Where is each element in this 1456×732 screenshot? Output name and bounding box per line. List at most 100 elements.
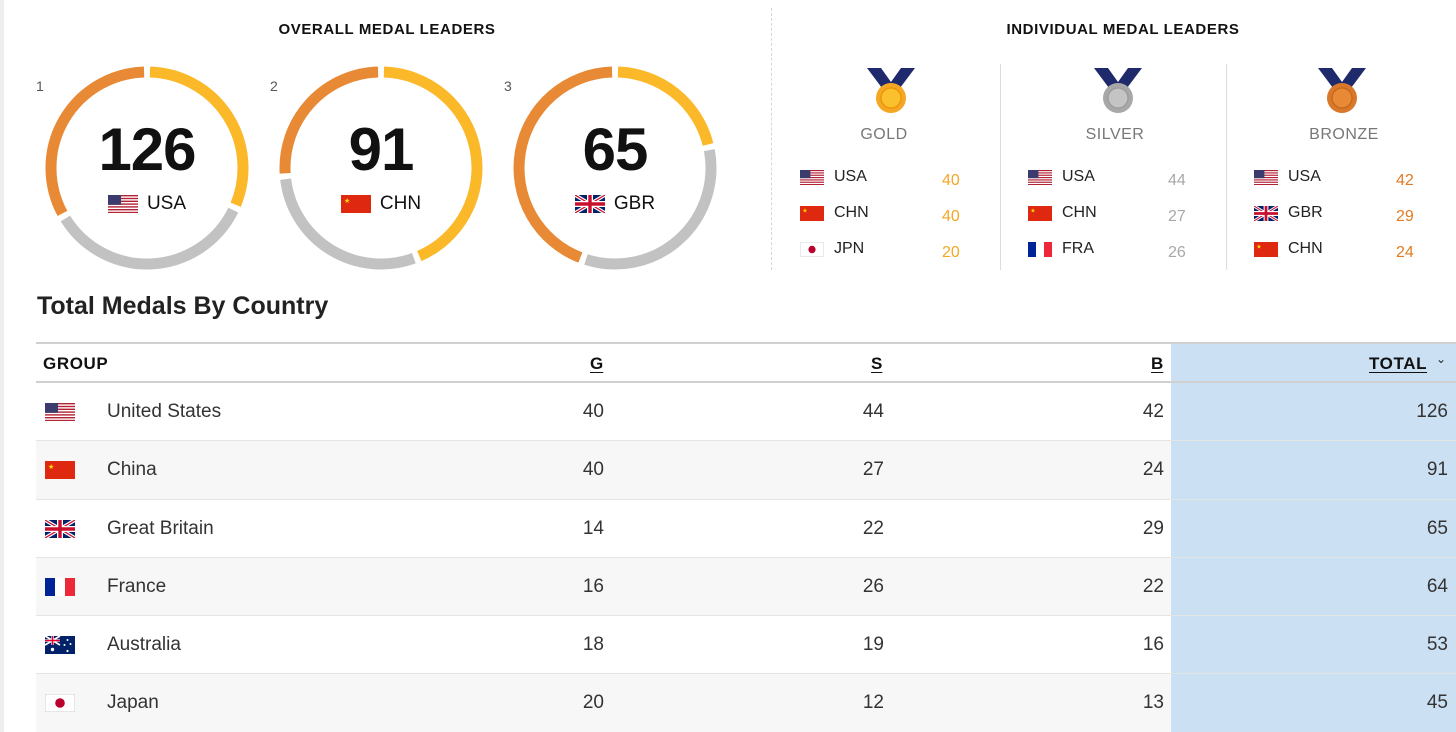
ring-segment-gold [149,66,249,207]
country-code: CHN [834,204,869,221]
leader-card-gbr[interactable]: 3 65 GBR [504,60,724,275]
total-cell: 64 [1426,575,1448,597]
country-name: China [107,459,157,481]
total-cell-bg [1171,674,1456,732]
svg-text:★: ★ [1256,243,1261,250]
medal-leader-row[interactable]: ★ CHN [800,202,869,224]
country-code: CHN [1062,204,1097,221]
usa-flag-icon [107,195,138,213]
leader-card-usa[interactable]: 1 126 USA [36,60,256,275]
medal-count: 29 [1396,208,1414,225]
country-code: USA [1062,168,1095,185]
total-cell-bg [1171,441,1456,499]
table-row[interactable]: United States 40 44 42 126 [36,383,1456,442]
country-name: France [107,575,167,597]
gold-column-header[interactable]: G [590,354,604,373]
svg-text:★: ★ [802,207,807,214]
silver-cell: 26 [862,575,884,597]
total-cell-bg [1171,383,1456,441]
ring-segment-silver [584,149,717,270]
france-flag-icon [45,577,75,596]
individual-medal-leaders: INDIVIDUAL MEDAL LEADERS GOLD USA ★ CHN … [773,0,1456,280]
chevron-down-icon[interactable]: ⌄ [1436,352,1447,366]
silver-column-header[interactable]: S [871,354,883,373]
total-cell: 45 [1426,692,1448,714]
medals-table: GROUP G S B TOTAL ⌄ United States 40 44 … [36,342,1456,732]
medal-leader-row[interactable]: JPN [800,238,864,260]
uk-flag-icon [45,519,75,538]
table-row[interactable]: Australia 18 19 16 53 [36,616,1456,675]
country-code: FRA [1062,240,1094,257]
gold-medal-icon [867,68,915,113]
bronze-cell: 24 [1142,459,1164,481]
bronze-cell: 22 [1142,575,1164,597]
group-column-header[interactable]: GROUP [43,354,109,373]
overall-medal-leaders: OVERALL MEDAL LEADERS 1 126 USA 2 91 ★ C… [36,0,766,280]
usa-flag-icon [1254,169,1278,185]
uk-flag-icon [1254,205,1278,221]
leader-total: 126 [98,116,196,183]
medal-leader-row[interactable]: ★ CHN [1254,238,1323,260]
country-code: CHN [1288,240,1323,257]
silver-leaders-column: SILVER USA ★ CHN FRA 44 27 26 [1000,64,1226,270]
china-flag-icon: ★ [45,461,75,480]
medal-count: 40 [942,208,960,225]
bronze-cell: 42 [1142,401,1164,422]
silver-cell: 27 [862,459,884,481]
leader-rank: 1 [36,78,44,94]
country-name: Australia [107,634,181,656]
medal-leader-row[interactable]: USA [800,166,867,188]
svg-text:★: ★ [1030,207,1035,214]
china-flag-icon: ★ [1028,205,1052,221]
bronze-medal-icon [1318,68,1366,113]
leader-rank: 2 [270,78,278,94]
leader-country-code: CHN [379,193,422,214]
china-flag-icon: ★ [800,205,824,221]
medal-count: 27 [1168,208,1186,225]
bronze-cell: 29 [1142,517,1164,539]
individual-section-title: INDIVIDUAL MEDAL LEADERS [1006,21,1240,38]
ring-segment-bronze [45,66,145,217]
china-flag-icon: ★ [1254,241,1278,257]
table-row[interactable]: ★ China 40 27 24 91 [36,441,1456,500]
overall-section-title: OVERALL MEDAL LEADERS [278,21,496,38]
section-divider [771,8,772,270]
medal-count: 44 [1168,172,1186,189]
japan-flag-icon [800,241,824,257]
medal-leader-row[interactable]: FRA [1028,238,1094,260]
gold-cell: 20 [582,692,604,714]
gold-cell: 16 [582,575,604,597]
total-cell-bg [1171,557,1456,616]
leader-country-code: USA [146,193,187,214]
total-cell: 53 [1426,634,1448,656]
medal-leader-row[interactable]: ★ CHN [1028,202,1097,224]
leader-card-chn[interactable]: 2 91 ★ CHN [270,60,490,275]
medal-leader-row[interactable]: USA [1028,166,1095,188]
medal-count: 24 [1396,244,1414,261]
medal-ring-chart [45,66,249,270]
medal-leader-row[interactable]: GBR [1254,202,1323,224]
medal-count: 42 [1396,172,1414,189]
country-name: Japan [107,692,159,714]
table-row[interactable]: France 16 26 22 64 [36,557,1456,617]
medal-ring-chart [279,66,483,270]
bronze-cell: 16 [1142,634,1164,656]
silver-cell: 22 [862,517,884,539]
australia-flag-icon [45,636,75,655]
usa-flag-icon [45,403,75,421]
medal-count: 26 [1168,244,1186,261]
gold-cell: 40 [582,459,604,481]
country-code: GBR [1288,204,1323,221]
medal-type-label: GOLD [860,126,908,143]
total-cell-bg [1171,499,1456,557]
medal-count: 20 [942,244,960,261]
total-column-highlight [1171,344,1456,381]
medal-leader-row[interactable]: USA [1254,166,1321,188]
bronze-column-header[interactable]: B [1151,354,1164,373]
ring-segment-gold [383,66,483,262]
table-row[interactable]: Great Britain 14 22 29 65 [36,499,1456,558]
table-row[interactable]: Japan 20 12 13 45 [36,674,1456,732]
usa-flag-icon [1028,169,1052,185]
total-column-header[interactable]: TOTAL [1369,354,1428,373]
medal-type-label: SILVER [1085,126,1145,143]
